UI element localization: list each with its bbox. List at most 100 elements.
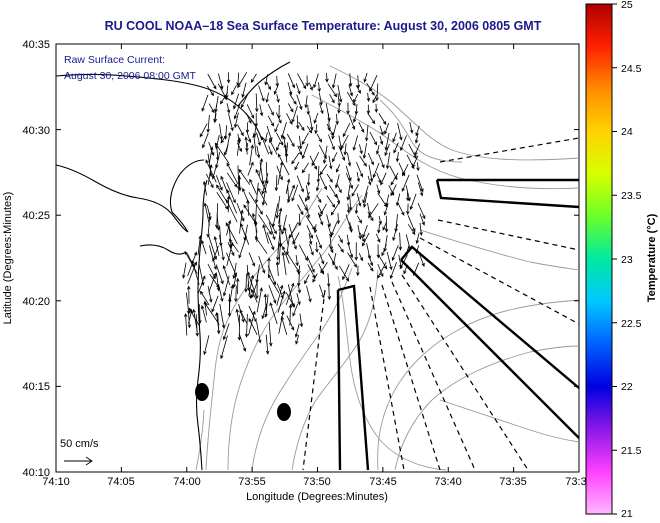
current-vector: [376, 184, 381, 195]
current-vector: [287, 73, 295, 89]
current-vector: [278, 242, 282, 265]
current-vector: [377, 263, 384, 278]
current-vector: [318, 263, 324, 275]
current-vector: [297, 265, 301, 275]
y-tick-label: 40:25: [22, 210, 50, 222]
current-vector: [277, 226, 282, 253]
x-tick-label: 74:00: [173, 476, 201, 488]
current-vector: [275, 112, 282, 124]
current-vector: [414, 143, 421, 156]
current-vector: [202, 133, 209, 149]
current-vector: [251, 288, 258, 303]
current-vector: [225, 222, 238, 245]
current-vector: [332, 152, 338, 163]
dashed-radials: [302, 137, 580, 471]
current-vector: [348, 84, 353, 97]
current-vector: [331, 73, 337, 89]
current-vector: [266, 81, 272, 91]
current-vector: [248, 274, 255, 296]
current-vector: [308, 233, 313, 245]
current-vector: [215, 311, 220, 334]
current-vector: [277, 290, 286, 313]
current-vector: [309, 114, 314, 131]
colorbar-tick-label: 22: [621, 381, 633, 393]
current-vector: [203, 202, 210, 226]
current-vector: [342, 123, 351, 138]
current-vector: [400, 135, 407, 152]
current-vector: [294, 323, 300, 338]
current-vector: [334, 174, 340, 189]
current-vector: [316, 165, 321, 184]
current-vector: [259, 157, 264, 176]
current-vector: [267, 257, 271, 275]
current-vector: [298, 135, 303, 150]
current-vector: [237, 175, 241, 195]
current-vector: [216, 213, 220, 231]
current-vector: [280, 214, 287, 235]
y-tick-label: 40:10: [22, 467, 50, 479]
current-vector: [256, 132, 261, 146]
current-vector: [398, 232, 403, 251]
current-vector: [278, 310, 285, 334]
current-vector: [252, 133, 257, 156]
current-vector: [297, 145, 303, 156]
current-vector: [267, 104, 274, 116]
current-vector: [299, 313, 304, 328]
current-vector: [309, 244, 314, 256]
current-vector: [384, 133, 390, 151]
x-axis-title: Longitude (Degrees:Minutes): [246, 491, 388, 503]
current-vector: [351, 184, 359, 197]
current-vector: [311, 152, 320, 167]
current-vector: [226, 242, 234, 266]
current-vector: [237, 71, 248, 89]
current-vector: [305, 185, 311, 201]
current-vector: [368, 164, 374, 183]
current-vector: [340, 134, 349, 150]
current-vector: [354, 242, 358, 261]
current-vector: [255, 93, 259, 113]
current-vector: [235, 308, 241, 326]
current-vector: [329, 94, 335, 104]
current-vector: [226, 219, 232, 236]
current-vector: [361, 232, 370, 247]
current-vector: [328, 253, 338, 271]
current-vector: [332, 252, 337, 266]
current-vector: [191, 259, 200, 285]
current-vector: [362, 143, 367, 159]
current-vector: [354, 204, 359, 215]
current-vector: [226, 103, 231, 114]
current-vector: [282, 245, 290, 264]
current-vector: [245, 112, 252, 124]
current-vector: [255, 274, 259, 300]
current-vector: [357, 225, 362, 240]
current-vector: [295, 254, 299, 267]
current-vector: [357, 215, 362, 224]
current-vector: [306, 105, 310, 116]
current-vector: [415, 125, 420, 137]
current-vector: [291, 184, 299, 202]
current-vector: [275, 132, 284, 146]
current-vector: [256, 287, 263, 313]
current-vector: [346, 102, 350, 115]
current-vector: [295, 83, 301, 95]
current-vector: [336, 213, 341, 225]
x-tick-label: 74:05: [107, 476, 135, 488]
current-vector: [274, 175, 279, 192]
colorbar-tick-labels: 25 24.5 24 23.5 23 22.5 22 21.5 21: [621, 0, 642, 520]
current-vector: [188, 307, 200, 326]
current-vector: [376, 233, 381, 243]
current-vector: [408, 143, 417, 159]
current-vector: [287, 82, 293, 96]
current-vector: [337, 243, 344, 253]
current-vector: [378, 215, 382, 226]
current-vector: [258, 214, 272, 235]
current-vector: [330, 202, 340, 216]
current-vector: [200, 239, 207, 255]
current-vector: [283, 226, 289, 245]
current-vector: [325, 72, 329, 83]
current-vector: [368, 212, 374, 222]
current-vector: [301, 143, 309, 160]
current-vector: [266, 232, 275, 251]
current-vector: [276, 165, 283, 181]
